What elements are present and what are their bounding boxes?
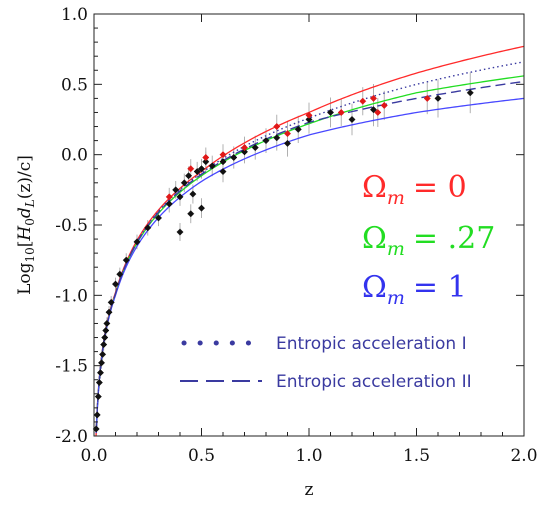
omega-annotations: Ωm = 0 Ωm = .27 Ωm = 1 <box>362 170 495 309</box>
y-tick-labels: -2.0 -1.5 -1.0 -0.5 0.0 0.5 1.0 <box>55 5 88 447</box>
point-red-4 <box>240 144 249 152</box>
point-black-2 <box>94 393 102 401</box>
legend-label-entropic-1: Entropic acceleration I <box>276 334 467 354</box>
point-black-20 <box>172 186 180 194</box>
point-red-11 <box>374 108 382 117</box>
point-black-24 <box>189 190 197 198</box>
point-black-8 <box>101 333 109 342</box>
point-black-30 <box>230 153 238 162</box>
point-black-33 <box>262 137 270 145</box>
point-black-22 <box>180 179 188 187</box>
point-red-2 <box>202 153 210 162</box>
curve-4 <box>95 80 525 432</box>
y-tick-label-3: -0.5 <box>55 216 88 236</box>
point-red-1 <box>187 165 195 173</box>
legend-label-entropic-2: Entropic acceleration II <box>276 372 472 392</box>
point-black-6 <box>99 350 107 358</box>
point-black-34 <box>273 134 281 142</box>
point-black-16 <box>133 238 141 246</box>
x-tick-labels: 0.0 0.5 1.0 1.5 2.0 <box>80 446 537 466</box>
point-black-13 <box>111 280 120 288</box>
point-black-32 <box>251 144 259 152</box>
point-black-17 <box>144 224 152 232</box>
point-black-23 <box>185 172 193 180</box>
y-tick-label-1: -1.5 <box>55 357 88 377</box>
point-black-38 <box>326 108 335 117</box>
point-black-19 <box>165 200 173 208</box>
point-black-25 <box>193 167 201 176</box>
omega-label-027: Ωm = .27 <box>362 221 495 260</box>
point-black-15 <box>122 256 130 264</box>
point-black-12 <box>107 298 115 306</box>
point-black-7 <box>100 341 108 349</box>
y-tick-label-0: -2.0 <box>55 427 88 447</box>
point-black-36 <box>294 125 302 133</box>
point-red-5 <box>273 122 281 131</box>
model-curves <box>95 45 525 436</box>
omega-label-1: Ωm = 1 <box>362 270 467 309</box>
point-red-13 <box>423 94 431 102</box>
x-tick-label-3: 1.5 <box>403 446 430 466</box>
x-tick-label-2: 1.0 <box>295 446 322 466</box>
axis-ticks <box>93 13 525 437</box>
y-tick-label-2: -1.0 <box>55 286 88 306</box>
point-red-10 <box>369 94 378 102</box>
point-black-35 <box>283 139 292 147</box>
point-black-46 <box>219 167 227 176</box>
point-black-41 <box>434 94 442 102</box>
point-black-29 <box>219 158 227 166</box>
point-black-44 <box>187 210 195 218</box>
point-black-10 <box>103 319 111 328</box>
x-axis-label: z <box>305 480 314 500</box>
omega-label-0: Ωm = 0 <box>362 170 467 209</box>
point-red-6 <box>283 130 292 138</box>
curve-2 <box>95 97 525 434</box>
point-black-14 <box>116 270 124 278</box>
y-tick-label-5: 0.5 <box>61 75 88 95</box>
point-black-1 <box>93 411 101 419</box>
y-tick-label-4: 0.0 <box>61 146 88 166</box>
point-black-4 <box>96 369 105 377</box>
point-black-5 <box>97 359 106 367</box>
point-black-43 <box>197 204 206 212</box>
point-black-42 <box>466 89 474 97</box>
point-black-3 <box>95 378 103 387</box>
point-black-18 <box>154 214 163 222</box>
y-tick-label-6: 1.0 <box>61 5 88 25</box>
x-tick-label-1: 0.5 <box>188 446 215 466</box>
point-black-40 <box>369 106 378 114</box>
point-black-27 <box>202 158 210 166</box>
point-red-0 <box>165 193 173 201</box>
point-red-3 <box>219 151 227 159</box>
point-black-9 <box>102 326 110 335</box>
x-tick-label-0: 0.0 <box>80 446 107 466</box>
legend: Entropic acceleration I Entropic acceler… <box>180 334 472 392</box>
point-black-31 <box>240 148 249 156</box>
point-black-39 <box>348 115 356 124</box>
y-axis-label: Log10[H0dL(z)/c] <box>15 155 37 295</box>
point-black-21 <box>176 193 184 201</box>
point-red-8 <box>337 108 345 117</box>
point-black-37 <box>305 115 313 124</box>
point-red-7 <box>305 111 313 119</box>
point-black-28 <box>208 162 216 170</box>
point-black-11 <box>105 308 113 316</box>
x-tick-label-4: 2.0 <box>510 446 537 466</box>
point-red-12 <box>380 101 388 109</box>
point-black-45 <box>176 228 184 236</box>
point-red-9 <box>359 97 367 105</box>
point-black-26 <box>197 165 206 173</box>
data-points <box>92 89 474 433</box>
